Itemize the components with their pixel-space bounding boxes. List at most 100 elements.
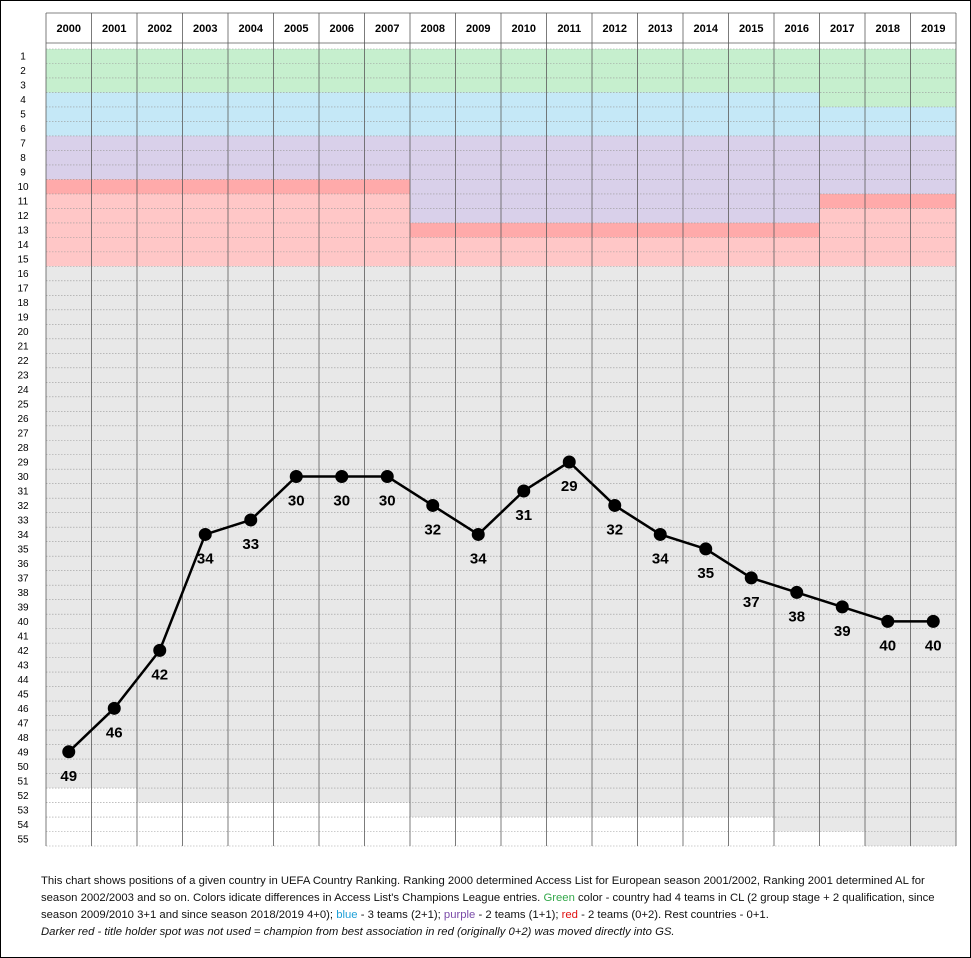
y-tick-label: 48 bbox=[17, 733, 29, 744]
y-tick-label: 22 bbox=[17, 356, 29, 367]
data-label: 40 bbox=[879, 637, 896, 654]
caption-purple-word: purple bbox=[443, 909, 476, 921]
y-tick-label: 31 bbox=[17, 486, 29, 497]
y-tick-label: 47 bbox=[17, 718, 29, 729]
caption-note: Darker red - title holder spot was not u… bbox=[41, 926, 675, 938]
y-tick-label: 36 bbox=[17, 559, 29, 570]
x-tick-label: 2005 bbox=[284, 23, 308, 35]
y-tick-label: 26 bbox=[17, 414, 29, 425]
y-tick-label: 16 bbox=[17, 269, 29, 280]
y-tick-label: 49 bbox=[17, 747, 29, 758]
x-tick-label: 2015 bbox=[739, 23, 763, 35]
data-label: 38 bbox=[788, 608, 805, 625]
y-tick-label: 35 bbox=[17, 544, 29, 555]
y-tick-label: 39 bbox=[17, 602, 29, 613]
y-tick-label: 25 bbox=[17, 400, 29, 411]
data-point bbox=[835, 600, 849, 614]
data-label: 31 bbox=[515, 507, 532, 524]
data-label: 42 bbox=[151, 666, 168, 683]
x-tick-label: 2004 bbox=[239, 23, 264, 35]
y-tick-label: 41 bbox=[17, 631, 29, 642]
caption-purple-desc: - 2 teams (1+1); bbox=[475, 909, 562, 921]
x-tick-label: 2003 bbox=[193, 23, 217, 35]
data-point bbox=[790, 585, 804, 599]
band-segment bbox=[819, 208, 956, 267]
data-point bbox=[562, 455, 576, 469]
data-label: 34 bbox=[197, 550, 214, 567]
x-tick-label: 2018 bbox=[876, 23, 900, 35]
y-tick-label: 18 bbox=[17, 298, 29, 309]
y-tick-label: 12 bbox=[17, 211, 29, 222]
data-label: 34 bbox=[652, 550, 669, 567]
data-point bbox=[62, 745, 76, 759]
y-tick-label: 27 bbox=[17, 429, 29, 440]
data-point bbox=[198, 527, 212, 541]
y-tick-label: 3 bbox=[20, 81, 26, 92]
data-label: 30 bbox=[288, 492, 305, 509]
data-label: 34 bbox=[470, 550, 487, 567]
data-point bbox=[380, 469, 394, 483]
data-label: 49 bbox=[60, 768, 77, 785]
caption-green-desc: color - country had 4 teams in CL (2 gro… bbox=[41, 892, 935, 921]
data-label: 39 bbox=[834, 623, 851, 640]
x-tick-label: 2000 bbox=[57, 23, 81, 35]
data-point bbox=[471, 527, 485, 541]
data-point bbox=[744, 571, 758, 585]
y-tick-label: 50 bbox=[17, 762, 29, 773]
data-label: 30 bbox=[333, 492, 350, 509]
y-tick-label: 46 bbox=[17, 704, 29, 715]
data-point bbox=[153, 643, 167, 657]
data-point bbox=[289, 469, 303, 483]
caption-red-desc: - 2 teams (0+2). Rest countries - 0+1. bbox=[577, 909, 769, 921]
y-tick-label: 14 bbox=[17, 240, 29, 251]
data-point bbox=[926, 614, 940, 628]
x-tick-label: 2010 bbox=[512, 23, 536, 35]
y-tick-label: 37 bbox=[17, 573, 29, 584]
x-tick-label: 2014 bbox=[694, 23, 719, 35]
data-label: 46 bbox=[106, 724, 123, 741]
y-tick-label: 28 bbox=[17, 443, 29, 454]
y-tick-label: 5 bbox=[20, 110, 26, 121]
data-point bbox=[881, 614, 895, 628]
y-tick-label: 13 bbox=[17, 226, 29, 237]
y-tick-label: 7 bbox=[20, 139, 26, 150]
caption-green-word: Green bbox=[543, 892, 575, 904]
ranking-chart: 2000 2001 2002 2003 2004 2005 2006 2007 2008 2009… bbox=[17, 12, 957, 847]
y-tick-label: 43 bbox=[17, 660, 29, 671]
y-tick-label: 38 bbox=[17, 588, 29, 599]
y-tick-label: 23 bbox=[17, 371, 29, 382]
y-tick-label: 51 bbox=[17, 776, 29, 787]
y-tick-label: 1 bbox=[20, 52, 26, 63]
caption-blue-word: blue bbox=[336, 909, 358, 921]
y-tick-label: 2 bbox=[20, 66, 26, 77]
y-tick-label: 53 bbox=[17, 805, 29, 816]
data-label: 37 bbox=[743, 594, 760, 611]
data-label: 30 bbox=[379, 492, 396, 509]
data-label: 32 bbox=[606, 521, 623, 538]
y-tick-label: 4 bbox=[20, 95, 26, 106]
y-tick-label: 33 bbox=[17, 515, 29, 526]
y-tick-label: 11 bbox=[18, 197, 29, 208]
band-segment bbox=[819, 135, 956, 194]
y-tick-label: 44 bbox=[17, 675, 29, 686]
y-tick-label: 24 bbox=[17, 385, 29, 396]
x-tick-label: 2007 bbox=[375, 23, 399, 35]
y-tick-label: 29 bbox=[17, 457, 29, 468]
x-tick-label: 2019 bbox=[921, 23, 945, 35]
data-label: 32 bbox=[424, 521, 441, 538]
y-tick-label: 6 bbox=[20, 124, 26, 135]
band-segment bbox=[819, 49, 956, 107]
data-point bbox=[608, 498, 622, 512]
y-tick-label: 9 bbox=[20, 168, 26, 179]
y-tick-label: 17 bbox=[17, 284, 29, 295]
chart-caption: This chart shows positions of a given co… bbox=[41, 873, 956, 941]
y-tick-label: 54 bbox=[17, 820, 29, 831]
band-segment bbox=[46, 49, 820, 93]
y-tick-label: 19 bbox=[17, 313, 29, 324]
x-tick-label: 2002 bbox=[148, 23, 172, 35]
data-point bbox=[107, 701, 121, 715]
band-segment bbox=[46, 92, 820, 136]
x-tick-label: 2013 bbox=[648, 23, 672, 35]
caption-intro: This chart shows positions of a given co… bbox=[41, 875, 925, 904]
